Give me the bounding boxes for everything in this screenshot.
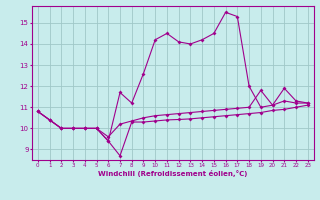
- X-axis label: Windchill (Refroidissement éolien,°C): Windchill (Refroidissement éolien,°C): [98, 170, 247, 177]
